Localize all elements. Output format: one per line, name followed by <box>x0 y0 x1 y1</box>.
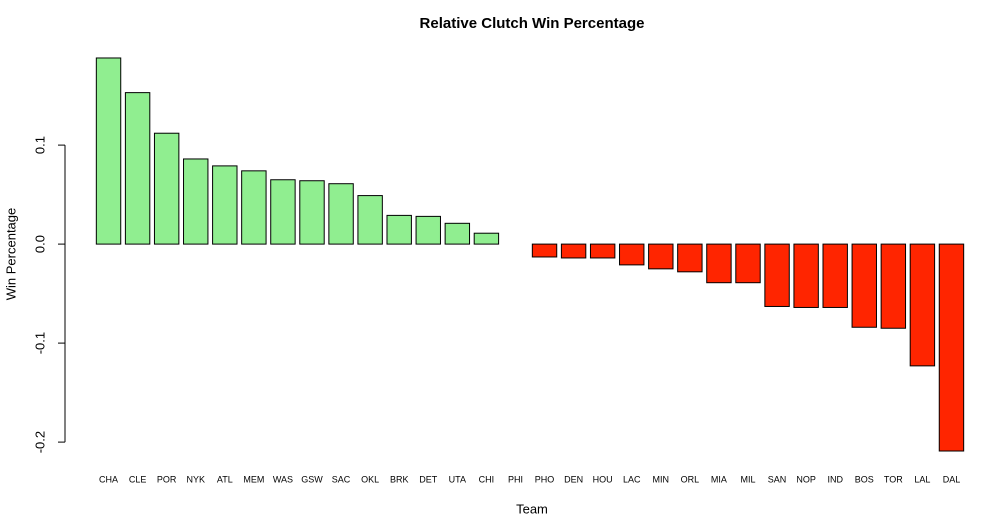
bar <box>95 57 122 245</box>
x-tick-label: DEN <box>564 474 583 484</box>
x-tick-label: LAL <box>914 474 930 484</box>
x-tick-label: OKL <box>361 474 379 484</box>
x-tick-label: MEM <box>243 474 264 484</box>
x-tick-label: ORL <box>681 474 700 484</box>
bar <box>560 243 587 259</box>
bar <box>386 214 412 245</box>
bar <box>909 243 936 367</box>
bar <box>648 243 674 270</box>
bar <box>212 165 238 245</box>
x-axis-label: Team <box>516 501 548 516</box>
bar <box>735 243 761 284</box>
x-tick-label: LAC <box>623 474 641 484</box>
x-tick-label: DAL <box>943 474 961 484</box>
x-tick-label: GSW <box>301 474 323 484</box>
x-tick-label: WAS <box>273 474 293 484</box>
bar <box>415 215 441 245</box>
bar <box>473 232 500 245</box>
x-tick-label: TOR <box>884 474 903 484</box>
bar <box>444 222 471 245</box>
x-tick-label: MIA <box>711 474 727 484</box>
bar <box>706 243 732 284</box>
x-tick-label: SAC <box>332 474 351 484</box>
bar <box>270 179 296 245</box>
bar <box>299 180 325 245</box>
y-tick-label: -0.2 <box>32 431 47 453</box>
bar <box>880 243 907 329</box>
y-tick-label: -0.1 <box>32 332 47 354</box>
bar <box>938 243 965 452</box>
bar <box>241 170 267 245</box>
y-axis-label: Win Percentage <box>3 208 18 301</box>
x-tick-label: CHA <box>99 474 118 484</box>
bar <box>183 158 209 245</box>
x-tick-label: NOP <box>796 474 816 484</box>
y-tick-label: 0.0 <box>32 235 47 253</box>
bar <box>822 243 848 308</box>
x-tick-label: UTA <box>449 474 466 484</box>
x-tick-label: IND <box>827 474 843 484</box>
x-tick-label: ATL <box>217 474 233 484</box>
x-tick-label: DET <box>419 474 438 484</box>
x-tick-label: BRK <box>390 474 409 484</box>
chart-title: Relative Clutch Win Percentage <box>420 15 645 32</box>
bar <box>793 243 819 308</box>
x-tick-label: NYK <box>186 474 205 484</box>
x-tick-label: SAN <box>768 474 787 484</box>
x-tick-label: PHO <box>535 474 555 484</box>
x-tick-label: MIN <box>653 474 670 484</box>
bar <box>851 243 877 328</box>
y-tick-label: 0.1 <box>32 136 47 154</box>
x-tick-label: CHI <box>479 474 495 484</box>
bar <box>328 183 354 245</box>
x-tick-label: MIL <box>740 474 755 484</box>
bar <box>589 243 616 259</box>
x-tick-label: CLE <box>129 474 147 484</box>
bar <box>531 243 558 258</box>
x-tick-label: POR <box>157 474 177 484</box>
bar <box>619 243 645 266</box>
bar <box>677 243 703 273</box>
bar <box>153 132 180 245</box>
x-tick-label: BOS <box>855 474 874 484</box>
bar <box>764 243 790 307</box>
x-tick-label: PHI <box>508 474 523 484</box>
x-tick-label: HOU <box>593 474 613 484</box>
bar <box>124 92 151 245</box>
bar <box>357 195 383 245</box>
